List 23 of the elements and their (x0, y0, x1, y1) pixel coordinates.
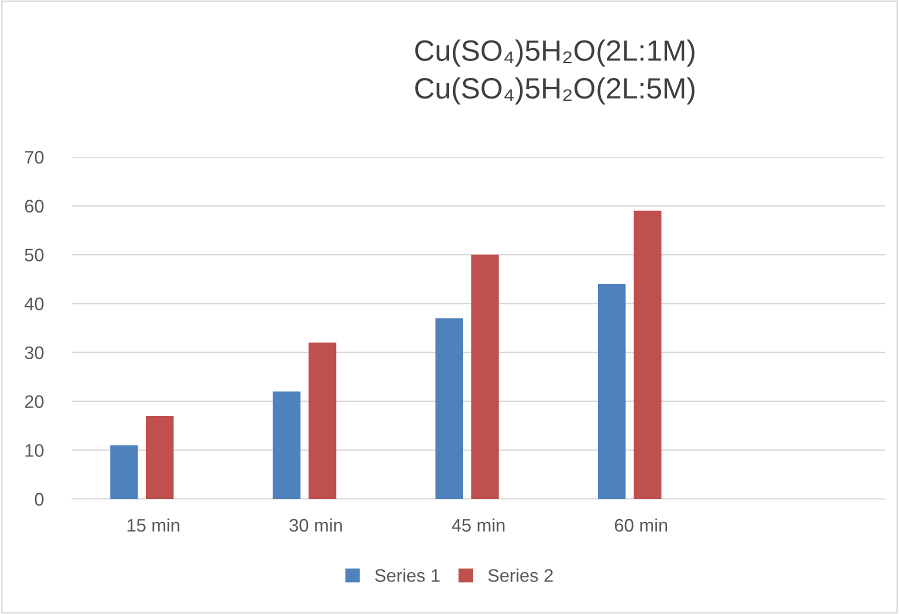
bar (308, 342, 336, 499)
x-tick-label: 45 min (452, 518, 504, 532)
chart-title: Cu(SO₄)5H₂O(2L:1M) Cu(SO₄)5H₂O(2L:5M) (415, 40, 694, 104)
bar (146, 416, 174, 499)
bar (272, 392, 300, 499)
bar (598, 284, 626, 499)
y-tick-label: 60 (25, 200, 44, 213)
legend-label: Series 2 (488, 568, 553, 582)
y-tick-label: 50 (24, 248, 44, 262)
legend-label: Series 1 (375, 568, 440, 582)
x-tick-label: 30 min (289, 518, 342, 532)
y-tick-label: 40 (24, 298, 44, 310)
y-tick-label: 70 (25, 150, 44, 164)
bar (471, 254, 499, 499)
y-tick-label: 30 (24, 346, 44, 360)
bar (110, 445, 138, 499)
bar (634, 210, 662, 499)
y-tick-label: 0 (34, 492, 44, 506)
bar (435, 318, 464, 499)
y-tick-label: 20 (25, 395, 44, 408)
x-tick-label: 60 min (614, 518, 668, 532)
x-tick-label: 15 min (128, 518, 180, 532)
y-tick-label: 10 (26, 444, 44, 457)
